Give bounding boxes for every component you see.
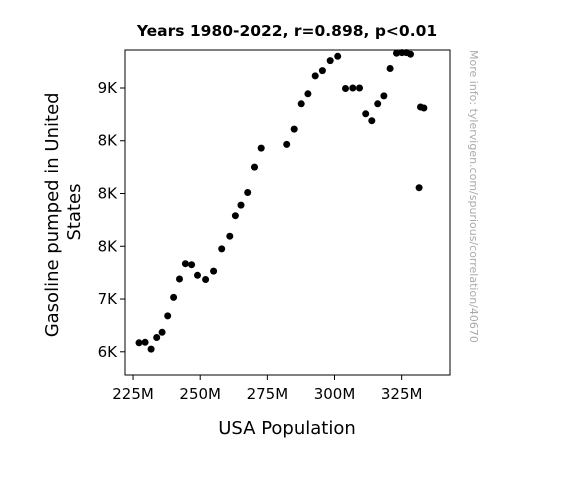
data-point [202,276,210,283]
data-point [311,72,319,80]
data-point [210,267,218,275]
data-point [334,52,342,60]
data-point [147,345,155,353]
data-point [374,100,382,108]
y-axis-label-line-2: States [64,183,85,240]
data-point [283,140,291,148]
data-point [153,334,161,341]
x-tick-label: 250M [179,385,221,403]
source-note: More info: tylervigen.com/spurious/corre… [467,50,480,343]
data-point [181,260,189,268]
plot-frame [124,49,451,376]
y-axis: 6K 7K 8K 8K 8K 9K [98,79,125,361]
y-tick-label: 8K [98,237,119,255]
y-axis-label: Gasoline pumped in United States [42,87,85,338]
data-point [415,184,423,192]
data-point [362,110,370,118]
data-point [356,84,363,92]
data-point [176,275,183,283]
data-point [158,328,166,336]
y-tick-label: 6K [98,343,119,361]
data-point [368,117,376,125]
data-point [188,261,196,269]
data-point [164,312,172,320]
data-point [231,212,239,220]
data-point [226,232,234,240]
data-point [237,201,245,209]
data-point [297,100,305,108]
x-axis: 225M 250M 275M 300M 325M [112,375,422,403]
data-point [380,92,388,100]
chart-title: Years 1980-2022, r=0.898, p<0.01 [136,22,437,40]
x-tick-label: 325M [381,385,423,403]
data-point [135,339,143,347]
data-point [244,189,252,196]
y-tick-label: 7K [98,290,119,308]
y-tick-label: 9K [98,79,119,97]
data-point [349,84,357,92]
data-point [342,85,349,92]
y-axis-label-line-1: Gasoline pumped in United [42,92,63,337]
y-tick-label: 8K [98,185,119,203]
data-point [257,144,265,152]
data-point [386,65,394,72]
x-tick-label: 275M [247,385,289,403]
x-axis-label: USA Population [218,418,356,439]
x-tick-label: 300M [314,385,356,403]
data-point [194,271,201,279]
data-point [407,50,414,58]
data-points [135,49,428,353]
data-point [218,245,226,253]
data-point [170,293,178,301]
data-point [251,163,258,171]
data-point [141,338,149,346]
data-point [304,90,312,98]
data-point [420,104,428,112]
data-point [326,57,334,65]
data-point [393,49,400,57]
data-point [290,125,298,133]
x-tick-label: 225M [112,385,154,403]
y-tick-label: 8K [98,132,119,150]
data-point [318,67,326,75]
